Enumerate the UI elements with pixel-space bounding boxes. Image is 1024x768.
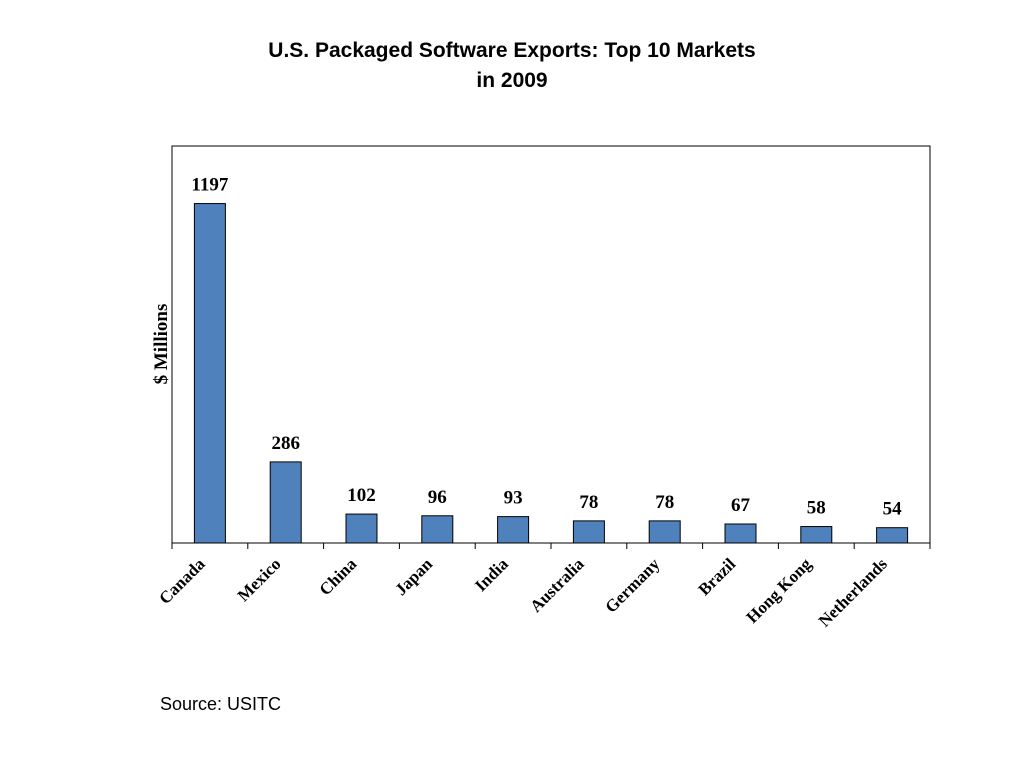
data-label: 93 [504,488,523,509]
data-label: 286 [271,433,300,454]
data-label: 96 [428,487,447,508]
x-tick-label: Brazil [695,554,740,599]
bar-brazil [724,523,757,544]
bar-india [497,516,530,544]
x-tick-label: Hong Kong [743,554,816,627]
chart-title-line1: U.S. Packaged Software Exports: Top 10 M… [268,39,756,62]
bar-australia [572,520,605,544]
x-tick-label: China [315,554,360,599]
x-tick-label: Australia [526,554,588,616]
bar-mexico [269,461,302,544]
data-label: 102 [347,485,376,506]
plot-area: 1197 Canada 286 Mexico 102 China 96 Japan 93 Indi… [155,145,931,631]
x-tick-label: Canada [155,554,209,608]
x-tick-label: India [471,554,512,595]
chart-title-line2: in 2009 [476,69,548,92]
bar-germany [648,520,681,544]
bar-japan [421,515,454,544]
bar-netherlands [876,527,909,544]
data-label: 1197 [191,175,228,196]
x-tick-label: Netherlands [815,554,891,630]
data-label: 78 [579,492,598,513]
bar-hong-kong [800,526,833,544]
x-tick-label: Germany [601,554,664,617]
source-note: Source: USITC [160,694,282,714]
data-label: 58 [807,498,826,519]
data-label: 54 [883,499,903,520]
chart-title: U.S. Packaged Software Exports: Top 10 M… [0,36,1024,96]
x-tick-label: Mexico [234,554,285,605]
data-label: 67 [731,495,751,516]
x-tick-label: Japan [391,554,436,599]
y-axis-label: $ Millions [151,304,172,385]
bar-canada [193,203,226,544]
bar-china [345,513,378,544]
data-label: 78 [655,492,674,513]
